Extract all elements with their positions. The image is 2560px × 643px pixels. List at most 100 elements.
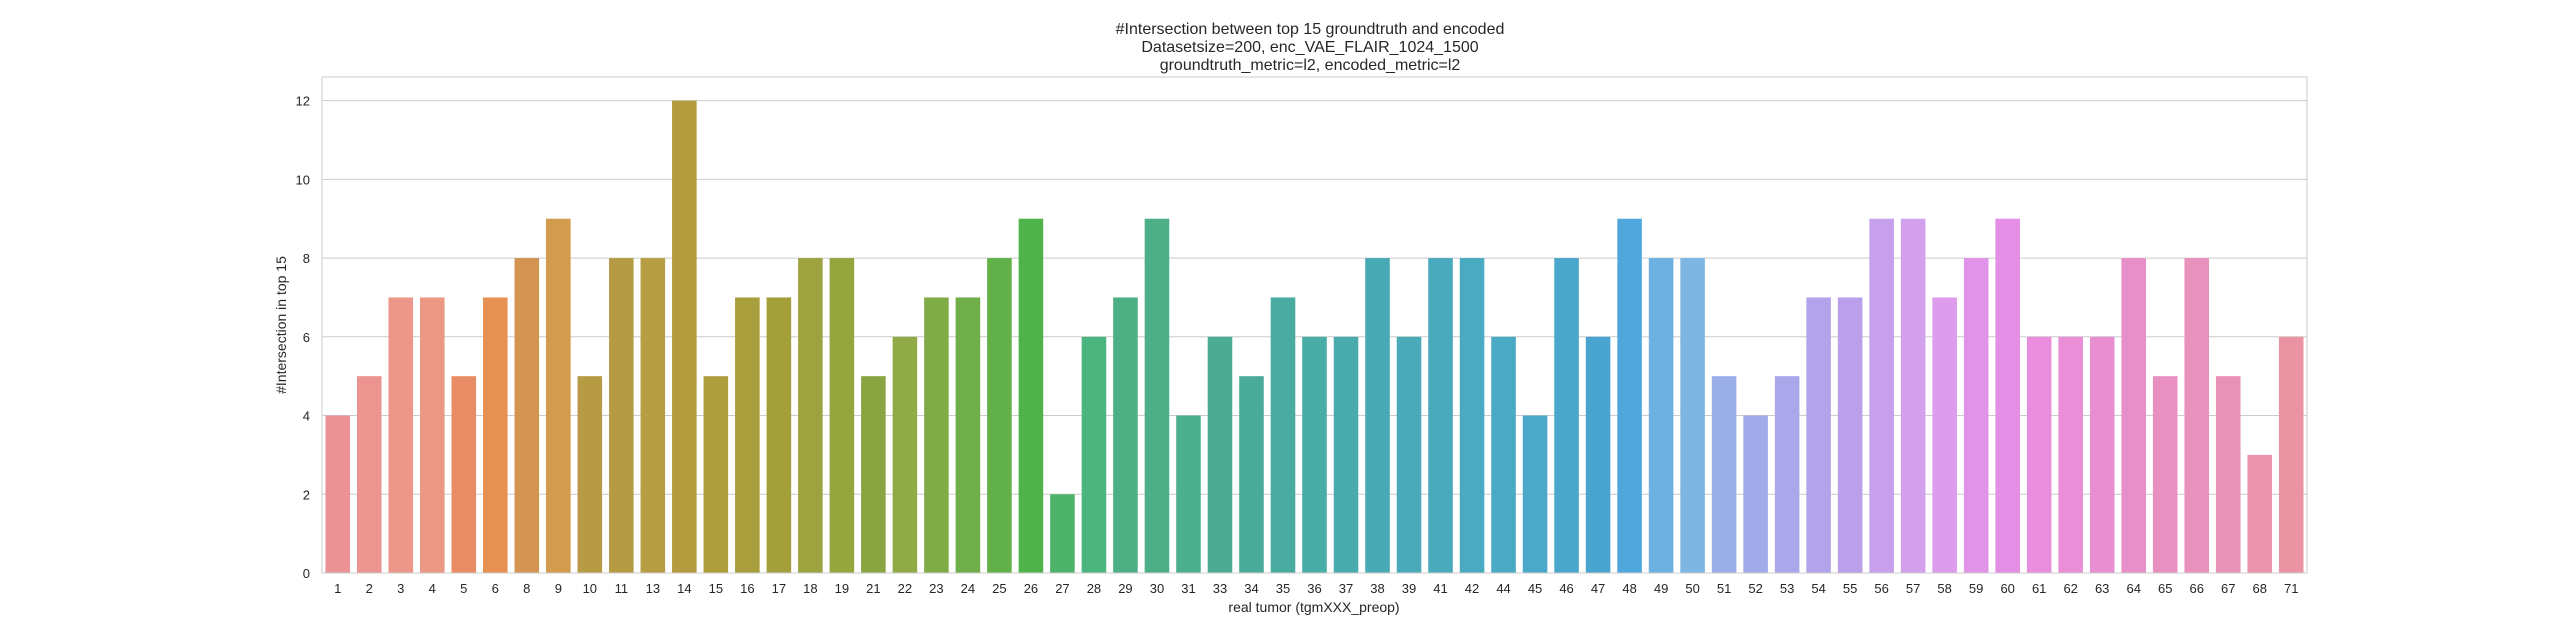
bar-65 xyxy=(2152,376,2178,573)
bar-67 xyxy=(2215,376,2241,573)
bar-4 xyxy=(419,297,445,573)
bar-45 xyxy=(1522,415,1548,573)
bar-50 xyxy=(1680,258,1705,573)
bar-53 xyxy=(1774,376,1800,573)
bar-35 xyxy=(1270,297,1296,573)
chart-title: #Intersection between top 15 groundtruth… xyxy=(1116,21,1505,74)
bar-8 xyxy=(514,258,540,573)
bar-15 xyxy=(703,376,729,573)
y-tick-label: 6 xyxy=(303,330,310,345)
bar-14 xyxy=(672,100,697,573)
x-tick-label: 24 xyxy=(961,581,975,596)
bar-30 xyxy=(1144,218,1170,573)
title-line-2: Datasetsize=200, enc_VAE_FLAIR_1024_1500 xyxy=(1141,39,1478,56)
bar-36 xyxy=(1302,336,1327,573)
bar-26 xyxy=(1018,218,1044,573)
x-tick-label: 29 xyxy=(1118,581,1132,596)
bar-9 xyxy=(546,218,571,573)
x-tick-label: 27 xyxy=(1055,581,1069,596)
y-tick-label: 2 xyxy=(303,487,310,502)
x-tick-label: 22 xyxy=(898,581,912,596)
y-axis-ticks: 0 2 4 6 8 10 12 xyxy=(296,94,310,581)
x-tick-label: 10 xyxy=(583,581,597,596)
bar-18 xyxy=(798,258,823,573)
x-tick-label: 14 xyxy=(677,581,691,596)
x-tick-label: 71 xyxy=(2284,581,2298,596)
x-tick-label: 52 xyxy=(1748,581,1762,596)
bar-17 xyxy=(766,297,792,573)
x-tick-label: 47 xyxy=(1591,581,1605,596)
x-tick-label: 18 xyxy=(803,581,817,596)
bar-42 xyxy=(1459,258,1485,573)
bar-31 xyxy=(1176,415,1201,573)
x-tick-label: 55 xyxy=(1843,581,1857,596)
bar-22 xyxy=(892,336,918,573)
bar-21 xyxy=(861,376,886,573)
x-tick-label: 67 xyxy=(2221,581,2235,596)
bar-49 xyxy=(1648,258,1674,573)
bar-38 xyxy=(1365,258,1390,573)
bar-66 xyxy=(2184,258,2210,573)
x-tick-label: 36 xyxy=(1307,581,1321,596)
x-tick-label: 15 xyxy=(709,581,723,596)
bar-58 xyxy=(1932,297,1957,573)
x-tick-label: 35 xyxy=(1276,581,1290,596)
bar-52 xyxy=(1743,415,1768,573)
x-tick-label: 5 xyxy=(460,581,467,596)
x-tick-label: 68 xyxy=(2253,581,2267,596)
x-tick-label: 51 xyxy=(1717,581,1731,596)
y-tick-label: 12 xyxy=(296,94,310,109)
title-line-3: groundtruth_metric=l2, encoded_metric=l2 xyxy=(1160,57,1461,74)
bar-16 xyxy=(735,297,760,573)
bar-6 xyxy=(483,297,508,573)
x-tick-label: 65 xyxy=(2158,581,2172,596)
bar-63 xyxy=(2089,336,2115,573)
x-tick-label: 23 xyxy=(929,581,943,596)
y-tick-label: 10 xyxy=(296,172,310,187)
bar-71 xyxy=(2278,336,2304,573)
bar-47 xyxy=(1585,336,1611,573)
x-tick-label: 62 xyxy=(2063,581,2077,596)
x-tick-label: 61 xyxy=(2032,581,2046,596)
y-tick-label: 0 xyxy=(303,566,310,581)
x-tick-label: 3 xyxy=(397,581,404,596)
bar-60 xyxy=(1995,218,2020,573)
bar-64 xyxy=(2121,258,2146,573)
bar-61 xyxy=(2026,336,2052,573)
x-axis-ticks: 1 2 3 4 5 6 8 9 10 11 13 14 15 16 17 18 19 21 22 23 24 25 26 27… xyxy=(334,581,2298,596)
bar-28 xyxy=(1081,336,1107,573)
bar-25 xyxy=(987,258,1012,573)
bar-46 xyxy=(1554,258,1579,573)
x-tick-label: 4 xyxy=(429,581,436,596)
x-tick-label: 66 xyxy=(2189,581,2203,596)
x-tick-label: 9 xyxy=(555,581,562,596)
bar-59 xyxy=(1963,258,1989,573)
x-tick-label: 49 xyxy=(1654,581,1668,596)
bar-48 xyxy=(1617,218,1642,573)
x-tick-label: 41 xyxy=(1433,581,1447,596)
x-tick-label: 63 xyxy=(2095,581,2109,596)
bar-5 xyxy=(451,376,477,573)
bar-41 xyxy=(1428,258,1453,573)
x-tick-label: 39 xyxy=(1402,581,1416,596)
bar-33 xyxy=(1207,336,1233,573)
x-tick-label: 44 xyxy=(1496,581,1510,596)
x-tick-label: 48 xyxy=(1622,581,1636,596)
x-tick-label: 30 xyxy=(1150,581,1164,596)
bar-24 xyxy=(955,297,981,573)
x-tick-label: 46 xyxy=(1559,581,1573,596)
x-tick-label: 8 xyxy=(523,581,530,596)
x-tick-label: 11 xyxy=(615,581,629,596)
y-tick-label: 4 xyxy=(303,409,310,424)
x-tick-label: 57 xyxy=(1906,581,1920,596)
bar-10 xyxy=(577,376,603,573)
x-tick-label: 17 xyxy=(772,581,786,596)
bar-51 xyxy=(1711,376,1737,573)
x-tick-label: 37 xyxy=(1339,581,1353,596)
bar-27 xyxy=(1050,494,1075,573)
bar-57 xyxy=(1900,218,1926,573)
bar-23 xyxy=(924,297,949,573)
x-tick-label: 53 xyxy=(1780,581,1794,596)
bar-1 xyxy=(325,415,351,573)
